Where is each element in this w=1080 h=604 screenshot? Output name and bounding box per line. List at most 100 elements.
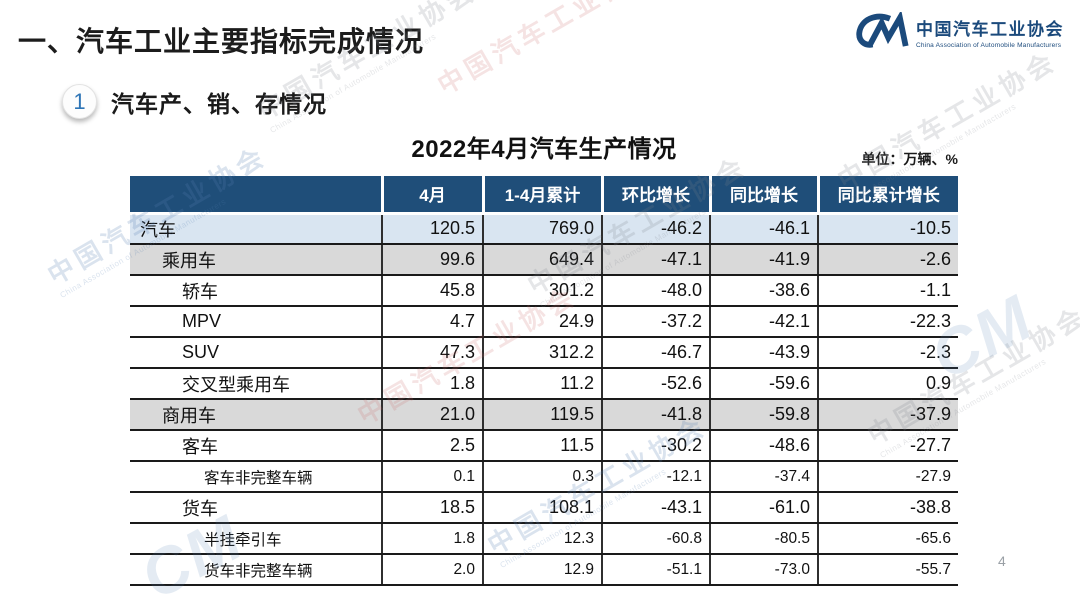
cell-value: -65.6 (817, 523, 958, 555)
cell-value: 1.8 (381, 523, 483, 555)
page-number: 4 (998, 553, 1006, 569)
cell-value: -52.6 (601, 368, 710, 400)
cell-value: 12.9 (482, 554, 602, 586)
cell-value: 0.1 (381, 461, 483, 493)
cell-value: -27.9 (817, 461, 958, 493)
unit-label: 单位：万辆、% (861, 151, 958, 167)
cell-value: -12.1 (601, 461, 710, 493)
cell-value: 11.5 (482, 430, 602, 462)
cell-value: 12.3 (482, 523, 602, 555)
cell-value: 47.3 (381, 337, 483, 369)
cell-value: 301.2 (482, 275, 602, 307)
table-row: 商用车 21.0 119.5 -41.8 -59.8 -37.9 (130, 399, 958, 431)
table-row: 乘用车 99.6 649.4 -47.1 -41.9 -2.6 (130, 244, 958, 276)
cell-value: 24.9 (482, 306, 602, 338)
cell-value: 0.9 (817, 368, 958, 400)
table-title: 2022年4月汽车生产情况 (411, 136, 677, 163)
row-label: 交叉型乘用车 (130, 368, 382, 400)
cell-value: 45.8 (381, 275, 483, 307)
cell-value: -38.6 (709, 275, 818, 307)
cell-value: 119.5 (482, 399, 602, 431)
org-name-cn: 中国汽车工业协会 (916, 20, 1064, 39)
row-label: 货车非完整车辆 (130, 554, 382, 586)
cell-value: 11.2 (482, 368, 602, 400)
cell-value: -37.2 (601, 306, 710, 338)
section-title: 汽车产、销、存情况 (111, 90, 327, 117)
cell-value: -61.0 (709, 492, 818, 524)
cell-value: 1.8 (381, 368, 483, 400)
table-row: 轿车 45.8 301.2 -48.0 -38.6 -1.1 (130, 275, 958, 307)
org-logo: 中国汽车工业协会 China Association of Automobile… (851, 12, 1064, 52)
row-label: 汽车 (130, 213, 382, 245)
section-number-badge: 1 (62, 84, 97, 119)
cell-value: -42.1 (709, 306, 818, 338)
cell-value: 21.0 (381, 399, 483, 431)
table-row: MPV 4.7 24.9 -37.2 -42.1 -22.3 (130, 306, 958, 338)
cell-value: -73.0 (709, 554, 818, 586)
column-header: 同比累计增长 (816, 176, 958, 215)
cell-value: -30.2 (601, 430, 710, 462)
table-row: 货车 18.5 108.1 -43.1 -61.0 -38.8 (130, 492, 958, 524)
cell-value: -41.9 (709, 244, 818, 276)
row-label: 客车非完整车辆 (130, 461, 382, 493)
row-label: MPV (130, 306, 382, 338)
cell-value: -37.9 (817, 399, 958, 431)
cell-value: -51.1 (601, 554, 710, 586)
column-header: 4月 (380, 176, 483, 215)
cell-value: -38.8 (817, 492, 958, 524)
cell-value: -46.2 (601, 213, 710, 245)
table-header-row: 4月 1-4月累计 环比增长 同比增长 同比累计增长 (130, 176, 958, 215)
row-label: 轿车 (130, 275, 382, 307)
cell-value: 2.5 (381, 430, 483, 462)
cell-value: 2.0 (381, 554, 483, 586)
cell-value: -55.7 (817, 554, 958, 586)
cell-value: 120.5 (381, 213, 483, 245)
cell-value: 18.5 (381, 492, 483, 524)
row-label: 货车 (130, 492, 382, 524)
row-label: SUV (130, 337, 382, 369)
column-header: 1-4月累计 (481, 176, 602, 215)
table-row: SUV 47.3 312.2 -46.7 -43.9 -2.3 (130, 337, 958, 369)
table-row: 汽车 120.5 769.0 -46.2 -46.1 -10.5 (130, 213, 958, 245)
section-header: 1 汽车产、销、存情况 (62, 84, 327, 119)
cell-value: -2.3 (817, 337, 958, 369)
cell-value: -47.1 (601, 244, 710, 276)
production-table: 4月 1-4月累计 环比增长 同比增长 同比累计增长 汽车 120.5 769.… (130, 176, 958, 586)
cell-value: -1.1 (817, 275, 958, 307)
org-name-en: China Association of Automobile Manufact… (916, 42, 1062, 49)
table-row: 客车非完整车辆 0.1 0.3 -12.1 -37.4 -27.9 (130, 461, 958, 493)
cell-value: -60.8 (601, 523, 710, 555)
cell-value: 4.7 (381, 306, 483, 338)
cell-value: 312.2 (482, 337, 602, 369)
org-logo-text: 中国汽车工业协会 China Association of Automobile… (916, 15, 1064, 49)
cell-value: -43.1 (601, 492, 710, 524)
table-row: 货车非完整车辆 2.0 12.9 -51.1 -73.0 -55.7 (130, 554, 958, 586)
column-header: 同比增长 (708, 176, 818, 215)
cell-value: 108.1 (482, 492, 602, 524)
cell-value: -48.6 (709, 430, 818, 462)
cell-value: -48.0 (601, 275, 710, 307)
column-header: 环比增长 (600, 176, 710, 215)
cell-value: -80.5 (709, 523, 818, 555)
column-header (130, 176, 382, 215)
cam-logo-icon (856, 12, 909, 48)
row-label: 半挂牵引车 (130, 523, 382, 555)
cell-value: -22.3 (817, 306, 958, 338)
table-row: 半挂牵引车 1.8 12.3 -60.8 -80.5 -65.6 (130, 523, 958, 555)
cell-value: -59.8 (709, 399, 818, 431)
cell-value: -37.4 (709, 461, 818, 493)
cell-value: 0.3 (482, 461, 602, 493)
cell-value: 99.6 (381, 244, 483, 276)
row-label: 商用车 (130, 399, 382, 431)
row-label: 客车 (130, 430, 382, 462)
cell-value: -59.6 (709, 368, 818, 400)
table-row: 客车 2.5 11.5 -30.2 -48.6 -27.7 (130, 430, 958, 462)
cell-value: -41.8 (601, 399, 710, 431)
cell-value: 769.0 (482, 213, 602, 245)
cell-value: -46.1 (709, 213, 818, 245)
row-label: 乘用车 (130, 244, 382, 276)
cell-value: -43.9 (709, 337, 818, 369)
page-title: 一、汽车工业主要指标完成情况 (18, 26, 425, 57)
cell-value: -2.6 (817, 244, 958, 276)
